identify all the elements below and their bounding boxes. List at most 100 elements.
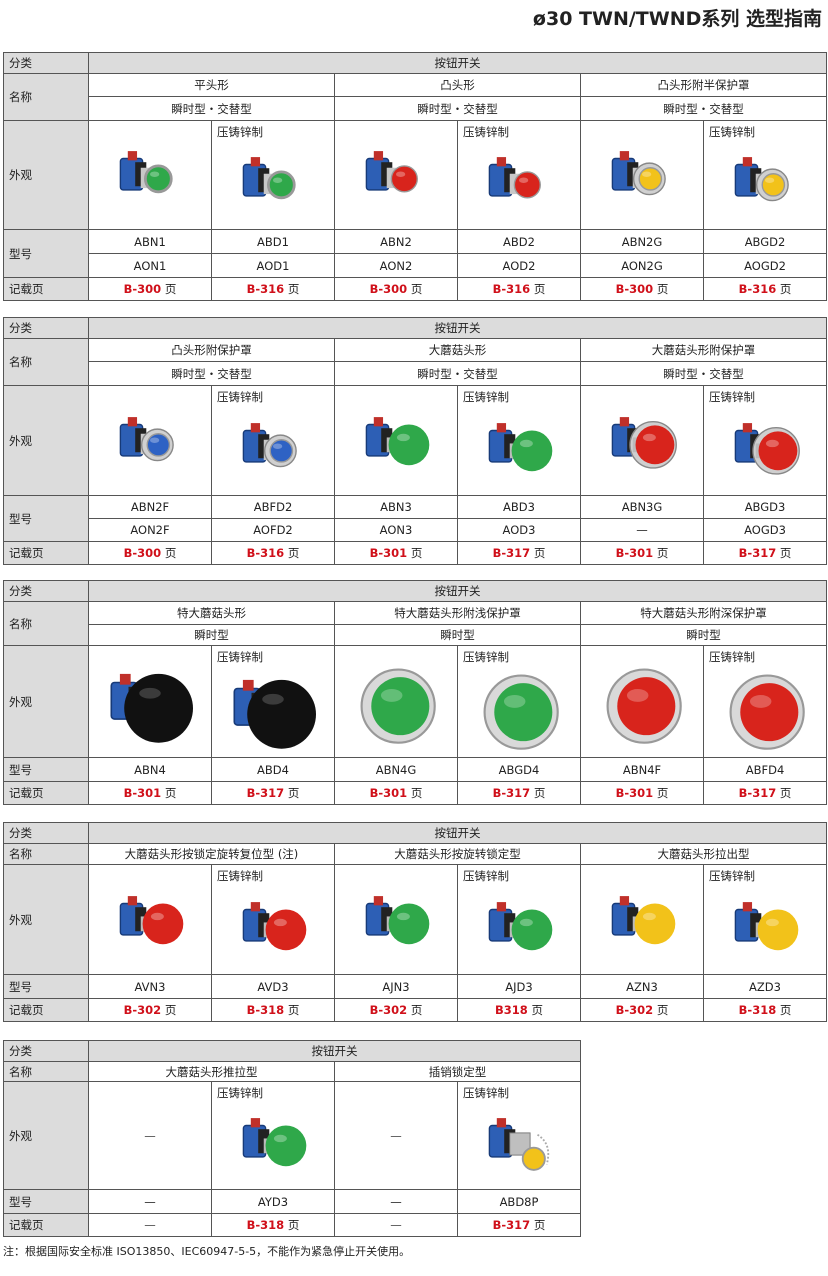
appearance-cell: 压铸锌制 [702,120,828,230]
category-value: 按钮开关 [87,580,828,602]
page-reference[interactable]: B-316 页 [211,277,335,301]
push-button-image [734,157,789,202]
page-reference[interactable]: B-316 页 [457,277,581,301]
appearance-cell [580,864,704,975]
model-number-alt: AON3 [334,518,458,542]
label-model: 型号 [3,1189,89,1214]
page-suffix: 页 [779,282,792,296]
page-reference[interactable]: B-318 页 [211,1213,335,1237]
model-number: ABFD4 [702,757,828,782]
die-cast-label: 压铸锌制 [463,650,509,664]
page-suffix: 页 [164,546,177,560]
die-cast-label: 压铸锌制 [217,125,263,139]
page-reference[interactable]: B-301 页 [88,781,212,805]
die-cast-label: 压铸锌制 [709,125,755,139]
push-button-image [365,895,430,944]
selection-table: 分类 按钮开关 名称 凸头形附保护罩 大蘑菇头形 大蘑菇头形附保护罩 瞬时型・交替型 瞬时型・… [3,317,828,565]
empty-dash: — [390,1218,402,1232]
page-reference[interactable]: — [88,1213,212,1237]
page-reference[interactable]: B-300 页 [88,541,212,565]
page-reference[interactable]: B-302 页 [580,998,704,1022]
appearance-cell: 压铸锌制 [211,645,335,758]
page-number: B-302 [615,1003,654,1017]
page-suffix: 页 [410,282,423,296]
model-number-alt: — [580,518,704,542]
appearance-cell [88,864,212,975]
die-cast-label: 压铸锌制 [463,390,509,404]
model-number: ABD2 [457,229,581,254]
page-reference[interactable]: B-301 页 [334,541,458,565]
empty-dash: — [144,1128,156,1143]
page-number: B-300 [123,282,162,296]
page-reference[interactable]: B318 页 [457,998,581,1022]
page-suffix: 页 [656,1003,669,1017]
selection-table: 分类 按钮开关 名称 大蘑菇头形按锁定旋转复位型 (注) 大蘑菇头形按旋转锁定型 大蘑菇头… [3,822,828,1022]
appearance-cell [580,120,704,230]
page-suffix: 页 [164,1003,177,1017]
page-reference[interactable]: B-300 页 [580,277,704,301]
model-number-alt: AOGD3 [702,518,828,542]
page-suffix: 页 [410,786,423,800]
page-reference[interactable]: B-317 页 [457,541,581,565]
group-subtype: 瞬时型 [579,624,828,646]
page-number: B-317 [738,786,777,800]
page-number: B-302 [369,1003,408,1017]
page-reference[interactable]: B-301 页 [580,781,704,805]
group-subtype: 瞬时型・交替型 [334,96,581,121]
page-reference[interactable]: B-301 页 [334,781,458,805]
page-reference[interactable]: B-317 页 [457,1213,581,1237]
page-reference[interactable]: — [334,1213,458,1237]
label-name: 名称 [3,338,89,386]
page-suffix: 页 [533,1218,546,1232]
label-page: 记载页 [3,998,89,1022]
push-button-image [488,157,541,199]
page-reference[interactable]: B-318 页 [702,998,828,1022]
label-page: 记载页 [3,1213,89,1237]
appearance-cell [334,645,458,758]
page-reference[interactable]: B-316 页 [702,277,828,301]
group-subtype: 瞬时型・交替型 [334,361,581,386]
page-suffix: 页 [164,786,177,800]
group-name: 大蘑菇头形拉出型 [579,843,828,865]
page-suffix: 页 [287,1003,300,1017]
label-name: 名称 [3,1061,89,1082]
page-reference[interactable]: B-317 页 [702,781,828,805]
model-number-alt: AON2F [88,518,212,542]
page-reference[interactable]: B-302 页 [88,998,212,1022]
model-number: ABN3G [580,495,704,519]
page-reference[interactable]: B-300 页 [334,277,458,301]
die-cast-label: 压铸锌制 [217,869,263,883]
page-reference[interactable]: B-316 页 [211,541,335,565]
page-reference[interactable]: B-302 页 [334,998,458,1022]
category-value: 按钮开关 [87,52,828,74]
page-number: B-301 [615,786,654,800]
push-button-image [611,151,666,196]
appearance-cell: 压铸锌制 [211,385,335,496]
appearance-cell: 压铸锌制 [457,120,581,230]
page-number: B-300 [369,282,408,296]
appearance-cell: 压铸锌制 [457,1081,581,1190]
page-suffix: 页 [656,546,669,560]
appearance-cell: — [88,1081,212,1190]
label-name: 名称 [3,73,89,121]
page-number: B-301 [369,786,408,800]
page-suffix: 页 [287,1218,300,1232]
page-reference[interactable]: B-317 页 [457,781,581,805]
model-number: AZN3 [580,974,704,999]
model-number: ABD4 [211,757,335,782]
page-reference[interactable]: B-300 页 [88,277,212,301]
push-button-image [611,895,676,944]
page-reference[interactable]: B-317 页 [211,781,335,805]
page-reference[interactable]: B-317 页 [702,541,828,565]
model-number: — [334,1189,458,1214]
model-number: ABN4G [334,757,458,782]
page-reference[interactable]: B-301 页 [580,541,704,565]
push-button-image [488,1117,550,1171]
category-value: 按钮开关 [87,822,828,844]
model-number: AJN3 [334,974,458,999]
group-name: 特大蘑菇头形附浅保护罩 [334,601,581,625]
push-button-image [483,674,559,750]
page-reference[interactable]: B-318 页 [211,998,335,1022]
category-value: 按钮开关 [87,317,828,339]
label-category: 分类 [3,317,89,339]
